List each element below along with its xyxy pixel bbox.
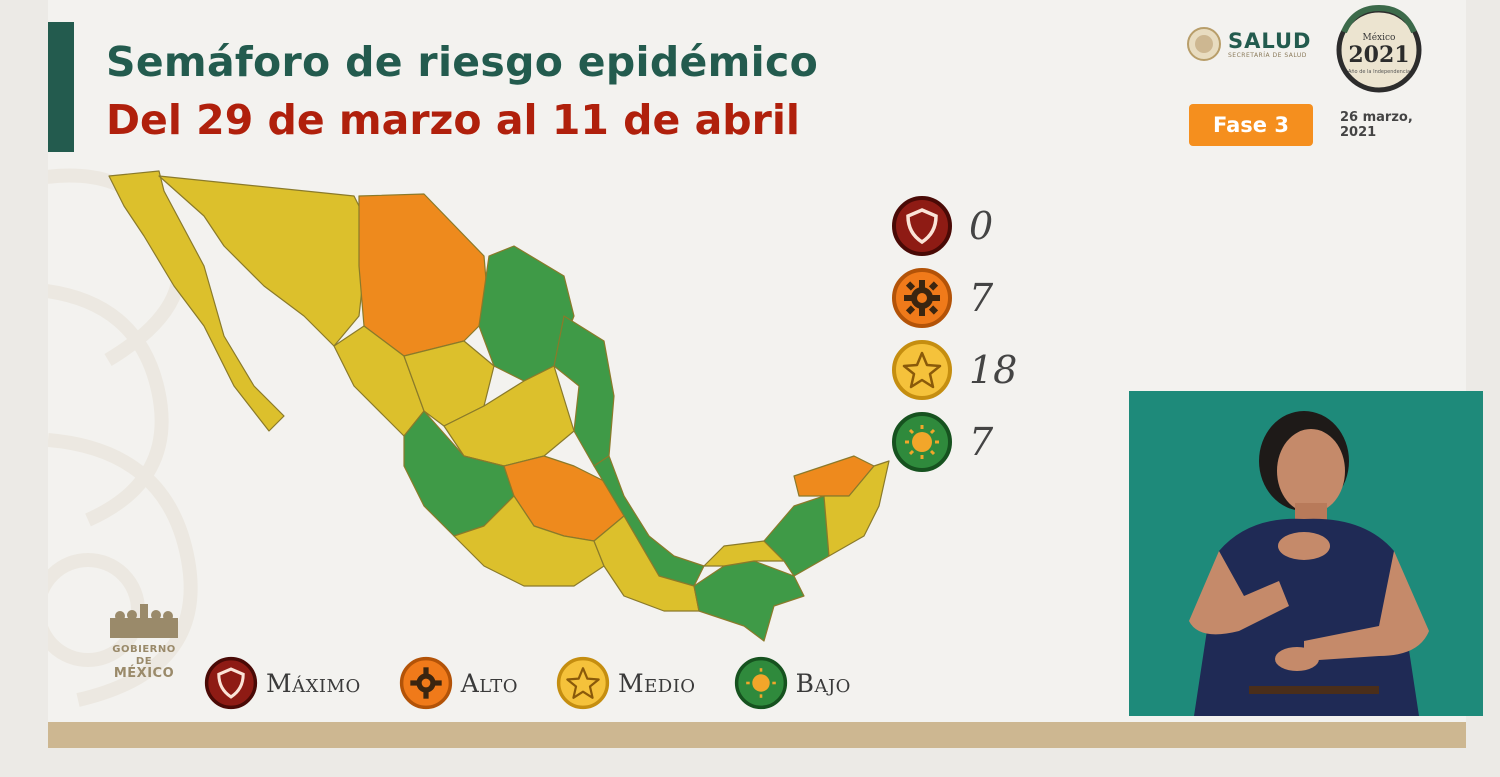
badge-top-text: México bbox=[1363, 32, 1396, 43]
phase-badge: Fase 3 bbox=[1189, 104, 1313, 146]
sun-icon bbox=[892, 412, 952, 472]
gov-line2: MÉXICO bbox=[113, 666, 175, 681]
map-state bbox=[553, 315, 615, 467]
eagle-seal-icon bbox=[1187, 27, 1221, 61]
slide: Semáforo de riesgo epidémico Del 29 de m… bbox=[48, 0, 1466, 722]
mexico-risk-map bbox=[108, 170, 890, 642]
map-state bbox=[358, 193, 490, 357]
star-icon bbox=[892, 340, 952, 400]
count-row-bajo: 7 bbox=[891, 406, 1017, 478]
map-state bbox=[108, 170, 285, 432]
count-alto: 7 bbox=[969, 276, 994, 320]
heroes-silhouette-icon bbox=[110, 604, 178, 638]
gear-icon bbox=[892, 268, 952, 328]
title-accent-bar bbox=[48, 22, 74, 152]
badge-sub-text: Año de la Independencia bbox=[1348, 69, 1410, 75]
star-icon bbox=[556, 656, 610, 710]
legend-item-alto: Alto bbox=[399, 656, 518, 710]
count-row-medio: 18 bbox=[891, 334, 1017, 406]
gov-line1: GOBIERNO DE bbox=[112, 644, 176, 667]
count-row-alto: 7 bbox=[891, 262, 1017, 334]
sun-icon bbox=[734, 656, 787, 710]
badge-year-text: 2021 bbox=[1348, 42, 1409, 68]
legend-label-alto: Alto bbox=[460, 668, 519, 698]
map-state bbox=[823, 460, 890, 557]
salud-wordmark: SALUD bbox=[1228, 28, 1312, 53]
gear-icon bbox=[399, 656, 452, 710]
interpreter-figure bbox=[1189, 411, 1429, 716]
map-state bbox=[693, 560, 805, 642]
shield-icon bbox=[892, 196, 952, 256]
shield-icon bbox=[204, 656, 258, 710]
legend-item-medio: Medio bbox=[556, 656, 696, 710]
mexico-2021-badge: México 2021 Año de la Independencia bbox=[1336, 4, 1422, 93]
legend-label-maximo: Máximo bbox=[266, 668, 361, 698]
salud-subtitle: SECRETARÍA DE SALUD bbox=[1228, 51, 1307, 59]
date-range-subtitle: Del 29 de marzo al 11 de abril bbox=[106, 96, 800, 144]
count-bajo: 7 bbox=[969, 420, 994, 464]
legend-item-maximo: Máximo bbox=[204, 656, 361, 710]
footer-bar bbox=[48, 722, 1466, 748]
salud-logo: SALUD SECRETARÍA DE SALUD bbox=[1186, 26, 1312, 62]
count-row-maximo: 0 bbox=[891, 190, 1017, 262]
page-title: Semáforo de riesgo epidémico bbox=[106, 38, 819, 86]
sign-language-interpreter-video bbox=[1129, 391, 1483, 716]
gobierno-de-mexico-logo: GOBIERNO DE MÉXICO bbox=[104, 600, 184, 680]
map-state bbox=[763, 495, 830, 577]
legend-label-bajo: Bajo bbox=[795, 668, 851, 698]
risk-legend: Máximo Alto Medio bbox=[204, 656, 889, 710]
risk-count-list: 0 7 18 bbox=[891, 190, 1017, 478]
count-medio: 18 bbox=[969, 348, 1018, 392]
legend-item-bajo: Bajo bbox=[734, 656, 851, 710]
background-pattern bbox=[48, 168, 198, 707]
count-maximo: 0 bbox=[969, 204, 994, 248]
legend-label-medio: Medio bbox=[618, 668, 696, 698]
report-date: 26 marzo, 2021 bbox=[1340, 110, 1413, 140]
